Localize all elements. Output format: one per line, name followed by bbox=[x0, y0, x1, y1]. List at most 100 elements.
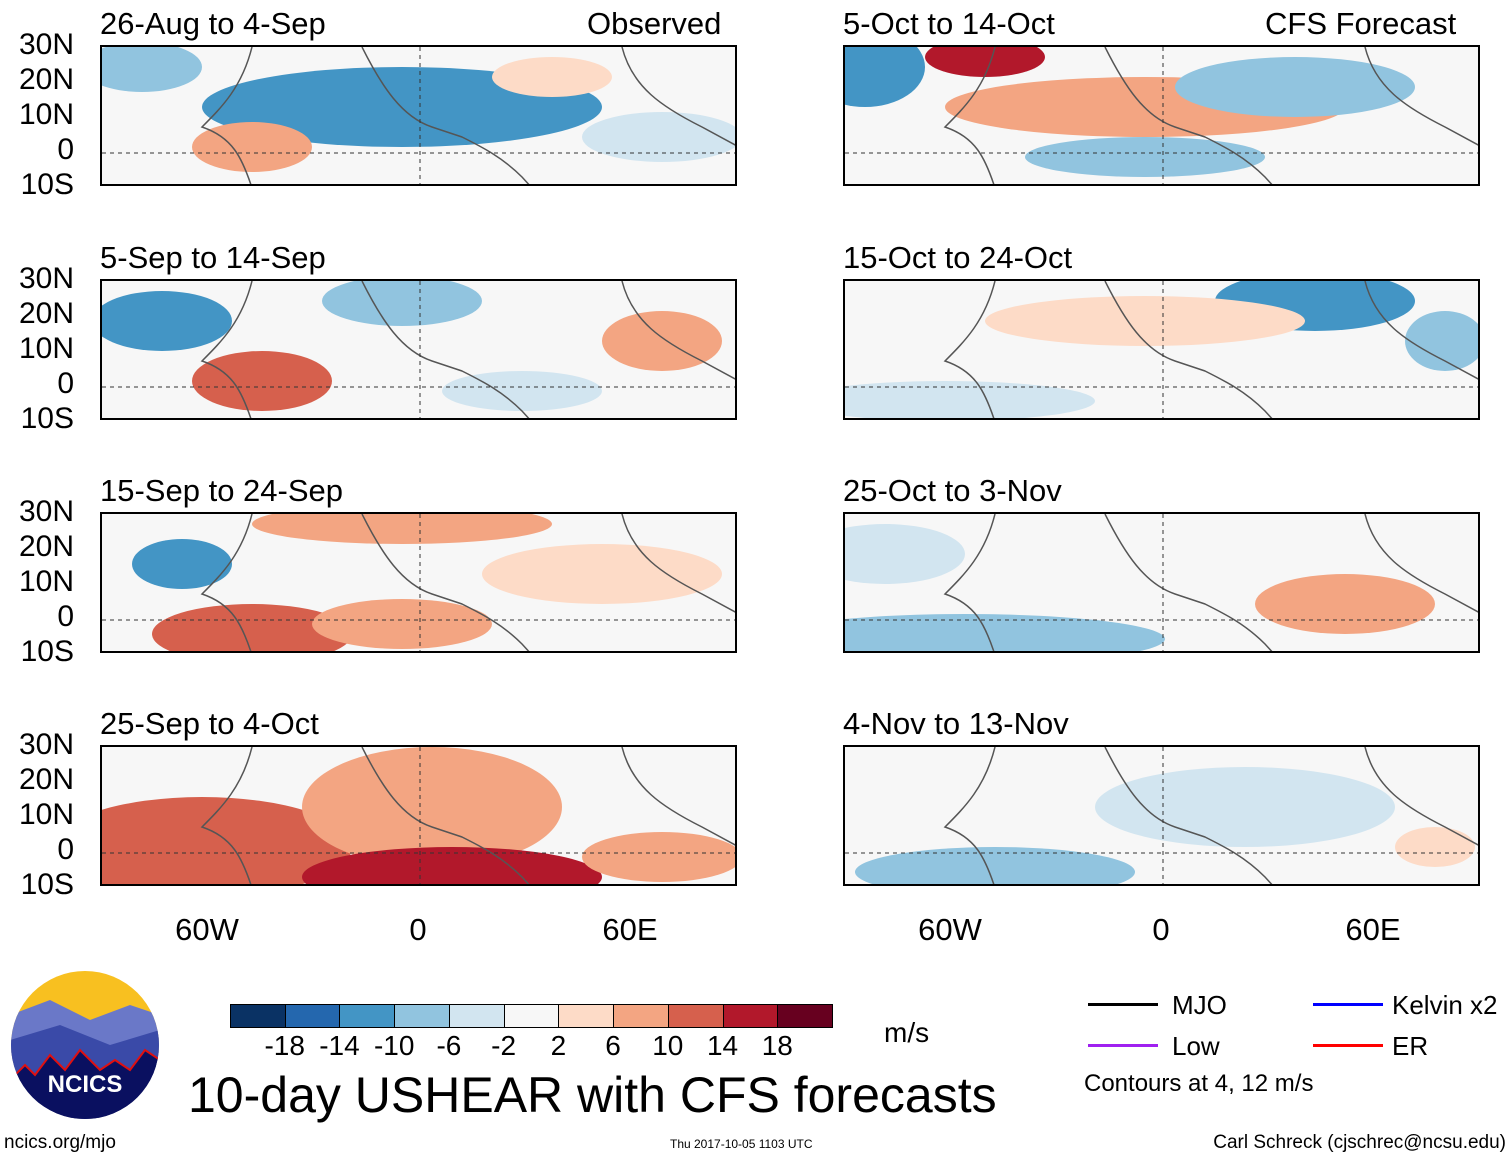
coastline bbox=[943, 747, 1478, 884]
lat-tick-label: 10S bbox=[20, 168, 74, 201]
lat-tick-label: 0 bbox=[57, 600, 74, 633]
shear-anomaly-region bbox=[302, 847, 602, 884]
shear-anomaly-region bbox=[492, 57, 612, 97]
legend-mjo: MJO bbox=[1172, 990, 1227, 1020]
forecast-header: CFS Forecast bbox=[1265, 6, 1457, 41]
map-panel bbox=[843, 745, 1480, 886]
legend-er: ER bbox=[1392, 1031, 1429, 1061]
lat-tick-label: 0 bbox=[57, 833, 74, 866]
colorbar-bin bbox=[394, 1004, 450, 1028]
map-panel bbox=[100, 745, 737, 886]
shear-anomaly-region bbox=[252, 514, 552, 544]
shear-anomaly-region bbox=[1025, 137, 1265, 177]
colorbar-bin bbox=[777, 1004, 833, 1028]
legend-line-kelvin bbox=[1313, 1003, 1383, 1006]
colorbar-bin bbox=[503, 1004, 560, 1028]
lat-tick-label: 10S bbox=[20, 402, 74, 435]
panel-title: 15-Oct to 24-Oct bbox=[843, 240, 1073, 275]
legend-kelvin: Kelvin x2 bbox=[1392, 990, 1498, 1020]
shear-anomaly-region bbox=[482, 544, 722, 604]
coastline bbox=[200, 281, 735, 418]
shear-anomaly-region bbox=[845, 614, 1165, 651]
lat-tick-label: 20N bbox=[18, 297, 74, 330]
legend-low: Low bbox=[1172, 1031, 1220, 1061]
contour-note: Contours at 4, 12 m/s bbox=[1084, 1070, 1314, 1097]
lat-tick-label: 20N bbox=[18, 63, 74, 96]
lat-tick-label: 30N bbox=[18, 728, 74, 761]
panel-title: 25-Oct to 3-Nov bbox=[843, 473, 1062, 508]
lon-tick-label: 60E bbox=[1345, 912, 1401, 947]
shear-anomaly-region bbox=[192, 351, 332, 411]
lat-tick-label: 10N bbox=[18, 332, 74, 365]
coastline bbox=[200, 47, 735, 184]
shear-anomaly-region bbox=[102, 47, 202, 92]
lat-tick-label: 10S bbox=[20, 868, 74, 901]
legend-line-low bbox=[1088, 1044, 1158, 1047]
colorbar-bin bbox=[339, 1004, 396, 1028]
footer-url[interactable]: ncics.org/mjo bbox=[4, 1132, 116, 1153]
shear-anomaly-region bbox=[192, 122, 312, 172]
lon-tick-label: 60W bbox=[918, 912, 982, 947]
lon-tick-label: 0 bbox=[1152, 912, 1170, 947]
coastline bbox=[943, 514, 1478, 651]
panel-title: 5-Sep to 14-Sep bbox=[100, 240, 326, 275]
lat-tick-label: 10N bbox=[18, 565, 74, 598]
lon-tick-label: 0 bbox=[409, 912, 427, 947]
shear-anomaly-region bbox=[582, 832, 735, 882]
colorbar-bin bbox=[284, 1004, 341, 1028]
observed-header: Observed bbox=[587, 6, 722, 41]
shear-anomaly-region bbox=[845, 381, 1095, 418]
shear-anomaly-region bbox=[322, 281, 482, 326]
colorbar-bin bbox=[448, 1004, 505, 1028]
lat-tick-label: 10N bbox=[18, 98, 74, 131]
map-panel bbox=[100, 279, 737, 420]
shear-anomaly-region bbox=[132, 539, 232, 589]
shear-anomaly-region bbox=[302, 747, 562, 867]
panel-title: 4-Nov to 13-Nov bbox=[843, 706, 1069, 741]
colorbar-tick-label: 2 bbox=[550, 1030, 567, 1061]
shear-anomaly-region bbox=[312, 599, 492, 649]
map-panel bbox=[843, 279, 1480, 420]
figure-title: 10-day USHEAR with CFS forecasts bbox=[188, 1067, 997, 1123]
map-panel bbox=[843, 45, 1480, 186]
colorbar-bin bbox=[613, 1004, 669, 1028]
coastline bbox=[943, 47, 1478, 184]
panel-title: 15-Sep to 24-Sep bbox=[100, 473, 344, 508]
map-panel bbox=[843, 512, 1480, 653]
colorbar-tick-label: -2 bbox=[491, 1030, 517, 1061]
logo-text: NCICS bbox=[48, 1071, 123, 1098]
colorbar-tick-label: -6 bbox=[436, 1030, 462, 1061]
colorbar-tick-label: 6 bbox=[605, 1030, 621, 1061]
shear-anomaly-region bbox=[1395, 827, 1475, 867]
ncics-logo: NCICS bbox=[11, 971, 159, 1119]
lat-tick-label: 20N bbox=[18, 530, 74, 563]
lat-tick-label: 0 bbox=[57, 367, 74, 400]
shear-anomaly-region bbox=[855, 847, 1135, 884]
colorbar-bin bbox=[558, 1004, 615, 1028]
lon-tick-label: 60W bbox=[175, 912, 239, 947]
lat-tick-label: 20N bbox=[18, 763, 74, 796]
shear-anomaly-region bbox=[925, 47, 1045, 77]
map-panel bbox=[100, 512, 737, 653]
coastline bbox=[943, 281, 1478, 418]
map-panel bbox=[100, 45, 737, 186]
shear-anomaly-region bbox=[152, 604, 352, 651]
shear-anomaly-region bbox=[442, 371, 602, 411]
footer-author: Carl Schreck (cjschrec@ncsu.edu) bbox=[1213, 1132, 1506, 1153]
colorbar-units: m/s bbox=[884, 1017, 930, 1048]
shear-anomaly-region bbox=[845, 47, 925, 107]
legend-line-er bbox=[1313, 1044, 1383, 1047]
shear-anomaly-region bbox=[102, 291, 232, 351]
lat-tick-label: 30N bbox=[18, 495, 74, 528]
panel-title: 25-Sep to 4-Oct bbox=[100, 706, 319, 741]
panel-title: 5-Oct to 14-Oct bbox=[843, 6, 1055, 41]
shear-anomaly-region bbox=[1255, 574, 1435, 634]
legend-line-mjo bbox=[1088, 1003, 1158, 1006]
colorbar-bin bbox=[230, 1004, 286, 1028]
coastline bbox=[200, 747, 735, 884]
lat-tick-label: 30N bbox=[18, 28, 74, 61]
lat-tick-label: 0 bbox=[57, 133, 74, 166]
shear-anomaly-region bbox=[1095, 767, 1395, 847]
shear-anomaly-region bbox=[985, 296, 1305, 346]
lat-tick-label: 30N bbox=[18, 262, 74, 295]
